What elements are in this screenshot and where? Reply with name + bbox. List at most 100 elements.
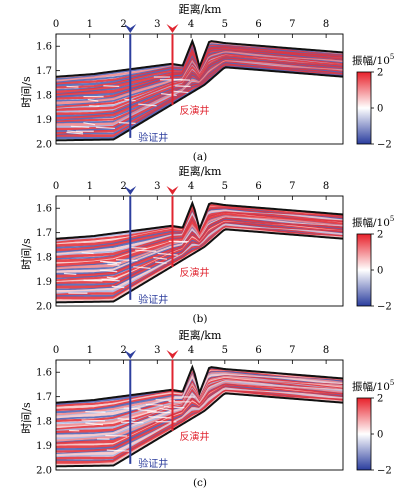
top-horizon	[55, 200, 344, 240]
x-tick-label: 6	[255, 345, 261, 356]
y-tick-label: 1.9	[36, 277, 52, 288]
y-tick-label: 1.7	[36, 228, 52, 239]
bottom-horizon	[55, 392, 344, 468]
panel-c: 距离/km 0 1 2 3 4 5 6 7 8 时间/s 1.6 1.7 1.8 1.9 2.0 验证井 反演井 振…	[0, 326, 415, 490]
y-tick-label: 1.9	[36, 115, 52, 126]
seismic-streak	[99, 269, 118, 273]
seismic-streak	[66, 85, 79, 88]
x-tick-label: 2	[120, 345, 126, 356]
x-axis-title: 距离/km	[179, 164, 222, 178]
seismic-streak	[175, 85, 191, 88]
panel-b: 距离/km 0 1 2 3 4 5 6 7 8 时间/s 1.6 1.7 1.8 1.9 2.0 验证井 反演井 振…	[0, 162, 415, 326]
y-tick-label: 2.0	[36, 302, 52, 313]
bottom-horizon	[55, 228, 344, 304]
colorbar	[356, 233, 372, 307]
seismic-body	[56, 41, 343, 141]
x-tick-label: 1	[87, 345, 93, 356]
x-tick-label: 7	[289, 19, 295, 30]
panel-a: 距离/km 0 1 2 3 4 5 6 7 8 时间/s 1.6 1.7 1.8 1.9 2.0 验证井 反演井 振…	[0, 0, 415, 164]
x-tick-label: 0	[53, 345, 59, 356]
x-tick-label: 3	[154, 345, 160, 356]
well-label: 反演井	[179, 430, 209, 443]
x-tick-label: 3	[154, 19, 160, 30]
well-label: 反演井	[179, 266, 209, 279]
x-tick-label: 5	[222, 181, 228, 192]
well-marker-icon	[124, 24, 137, 33]
seismic-streak	[160, 93, 177, 97]
seismic-streak	[133, 266, 151, 269]
well-label: 验证井	[138, 131, 168, 144]
colorbar-tick-label: −2	[377, 140, 392, 151]
x-tick-label: 0	[53, 19, 59, 30]
x-tick-label: 7	[289, 345, 295, 356]
top-horizon	[55, 38, 344, 78]
seismic-body	[56, 203, 343, 303]
y-tick-label: 1.6	[36, 204, 52, 215]
seismic-streak	[85, 410, 106, 413]
seismic-streak	[153, 256, 168, 260]
seismic-streak	[70, 125, 90, 128]
seismic-streak	[63, 272, 77, 275]
well-label: 验证井	[138, 457, 168, 470]
x-tick-label: 4	[188, 181, 194, 192]
seismic-streak	[172, 90, 189, 94]
x-tick-label: 1	[87, 181, 93, 192]
y-tick-label: 1.6	[36, 368, 52, 379]
seismic-streak	[117, 418, 136, 421]
seismic-streak	[138, 103, 157, 107]
seismic-streak	[118, 122, 136, 124]
colorbar	[356, 71, 372, 145]
well-marker-icon	[124, 186, 137, 195]
plot-frame	[55, 359, 344, 471]
y-axis-title: 时间/s	[20, 402, 33, 434]
x-axis-title: 距离/km	[179, 2, 222, 16]
colorbar-tick-label: 0	[377, 104, 383, 115]
well-marker-icon	[166, 186, 179, 195]
seismic-streak	[83, 279, 103, 282]
x-tick-label: 2	[120, 181, 126, 192]
seismic-streak	[159, 407, 173, 411]
seismic-streak	[148, 416, 172, 419]
seismic-streak	[123, 407, 141, 410]
seismic-streak	[131, 246, 147, 250]
y-tick-label: 1.6	[36, 42, 52, 53]
colorbar-title: 振幅/105	[352, 215, 394, 229]
colorbar-tick-label: 2	[377, 394, 383, 405]
x-axis-title: 距离/km	[179, 328, 222, 342]
colorbar-tick-label: 2	[377, 68, 383, 79]
seismic-streak	[101, 278, 120, 282]
seismic-streak	[95, 126, 115, 130]
seismic-streak	[155, 261, 167, 264]
y-axis-title: 时间/s	[20, 76, 33, 108]
colorbar-tick-label: −2	[377, 466, 392, 477]
x-tick-label: 8	[323, 19, 329, 30]
seismic-streak	[103, 85, 120, 88]
y-tick-label: 1.8	[36, 253, 52, 264]
x-tick-label: 6	[255, 181, 261, 192]
seismic-streak	[81, 419, 106, 422]
seismic-streak	[105, 434, 128, 437]
panel-caption: (b)	[193, 313, 208, 325]
seismic-streak	[115, 259, 138, 262]
well-label: 验证井	[138, 293, 168, 306]
seismic-streak	[89, 105, 100, 107]
x-tick-label: 3	[154, 181, 160, 192]
seismic-streak	[66, 131, 84, 135]
seismic-streak	[67, 130, 83, 134]
colorbar-title: 振幅/105	[352, 53, 394, 67]
x-tick-label: 4	[188, 19, 194, 30]
seismic-section-b: 距离/km 0 1 2 3 4 5 6 7 8 时间/s 1.6 1.7 1.8 1.9 2.0 验证井 反演井 振…	[20, 164, 394, 325]
seismic-body	[56, 367, 343, 467]
y-tick-label: 1.8	[36, 91, 52, 102]
seismic-streak	[137, 409, 157, 412]
bottom-horizon	[55, 66, 344, 142]
seismic-streak	[120, 421, 144, 424]
x-tick-label: 8	[323, 345, 329, 356]
x-tick-label: 8	[323, 181, 329, 192]
well-marker-icon	[124, 350, 137, 359]
colorbar	[356, 397, 372, 471]
well-marker-icon	[166, 350, 179, 359]
colorbar-title-exponent: 5	[390, 379, 394, 387]
x-tick-label: 7	[289, 181, 295, 192]
y-tick-label: 2.0	[36, 466, 52, 477]
